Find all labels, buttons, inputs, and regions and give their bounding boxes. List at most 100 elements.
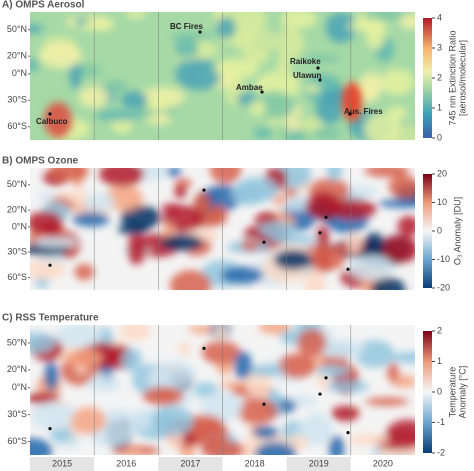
blob [214,325,228,342]
blob [99,168,145,187]
event-dot [48,426,52,431]
blob [178,341,191,356]
colorbar-tick-label: 0 [437,132,442,142]
blob [328,435,345,455]
year-label: 2020 [373,458,393,468]
blob [55,325,103,348]
panel-title: C) RSS Temperature [2,313,99,324]
blob [127,408,158,430]
blob [378,199,415,208]
y-tick-label: 50°N [7,24,27,34]
y-tick-label: 20°N [7,204,27,214]
blob [169,32,215,42]
colorbar-label: 745 nm Extinction Ratio [447,30,457,125]
blob [318,339,366,359]
blob [30,438,53,455]
blob [169,270,212,290]
blob [328,198,377,220]
blob [30,24,44,34]
event-label: Ambae [236,83,263,92]
year-label: 2019 [309,458,329,468]
blob [66,348,102,369]
blobs [30,12,415,140]
blob [399,13,415,30]
blob [397,215,415,237]
panel-title: B) OMPS Ozone [2,156,79,167]
y-tick-label: 30°S [7,409,27,419]
colorbar-tick-label: -20 [437,282,450,292]
blob [315,225,330,248]
colorbar-tick-label: 2 [437,325,442,335]
blob [160,234,204,251]
blob [227,12,268,32]
event-label: Raikoke [290,57,321,66]
blob [308,411,327,425]
blob [30,332,56,353]
blob [325,12,357,43]
y-tick-label: 50°N [7,337,27,347]
blob [316,364,351,377]
blob [254,441,297,455]
blob [304,266,325,290]
blob [34,236,79,249]
blob [173,39,199,58]
blob [106,79,128,94]
blob [331,405,360,422]
event-dot [260,90,264,94]
blob [72,211,110,227]
blob [346,233,363,254]
event-dot [202,346,206,350]
event-dot [348,112,352,116]
blob [214,57,259,80]
blob [95,109,143,122]
blob [30,260,66,280]
colorbar-label: [aerosol/molecular] [457,40,467,116]
blob [253,127,273,139]
blob [49,427,73,442]
blob [241,438,257,455]
event-dot [318,78,322,82]
blob [284,188,297,198]
blob [145,98,173,112]
blob [296,118,324,132]
field [30,168,415,290]
year-label: 2018 [245,458,265,468]
blob [359,72,384,95]
event-dot [48,112,52,116]
blob [120,91,148,109]
blob [30,402,78,431]
blob [166,168,182,177]
event-dot [346,267,350,271]
blob [380,235,415,264]
y-tick-label: 60°S [7,436,27,446]
blob [83,193,116,211]
blobs [30,168,415,290]
colorbar [423,331,432,453]
event-dot [324,215,328,219]
y-tick-label: 20°N [7,364,27,374]
y-tick-label: 20°N [7,51,27,61]
blob [280,12,318,29]
colorbar-tick-label: 4 [437,12,442,22]
blob [48,168,89,182]
y-tick-label: 60°S [7,272,27,282]
blob [74,263,95,281]
event-dot [324,376,328,380]
blob [249,100,267,117]
colorbar-tick-label: -10 [437,254,450,264]
blob [284,116,301,132]
blob [220,266,264,285]
colorbar [423,18,432,138]
colorbar-tick-label: 2 [437,72,442,82]
colorbar-tick-label: 1 [437,356,442,366]
blob [147,113,172,125]
blob [175,58,222,91]
blob [234,27,279,56]
y-tick-label: 0°N [12,221,27,231]
blob [71,406,107,434]
blob [348,433,390,445]
year-band [222,457,287,471]
blob [119,325,151,341]
event-dot [346,430,350,435]
blob [105,184,144,211]
